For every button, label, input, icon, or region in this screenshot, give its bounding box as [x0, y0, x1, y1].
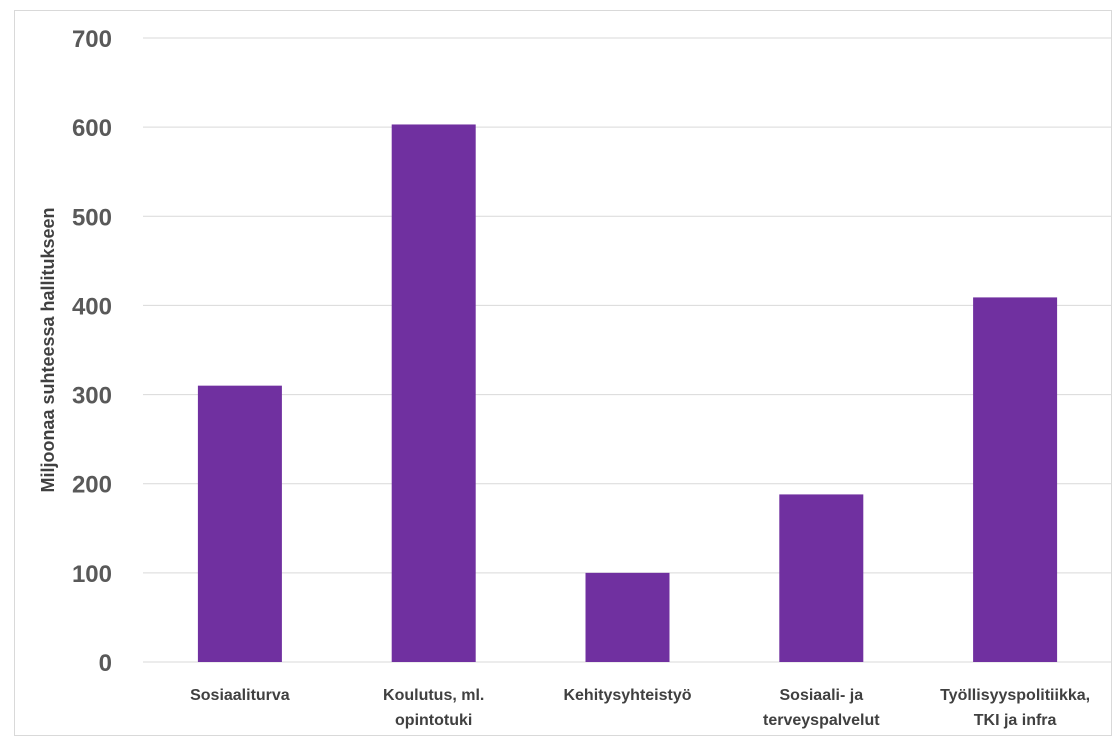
bar: [973, 297, 1058, 662]
y-tick-label: 300: [72, 383, 112, 410]
bars: [197, 124, 1058, 663]
y-tick-label: 700: [72, 26, 112, 53]
chart-frame: [14, 10, 1112, 736]
x-category-label: Koulutus, ml. opintotuki: [383, 687, 484, 729]
y-tick-label: 0: [99, 650, 112, 677]
y-tick-label: 100: [72, 561, 112, 588]
bar: [779, 494, 864, 662]
y-tick-label: 200: [72, 472, 112, 499]
bar: [391, 124, 476, 663]
bar: [197, 385, 282, 662]
y-tick-label: 600: [72, 115, 112, 142]
y-tick-label: 400: [72, 293, 112, 320]
gridlines: [143, 37, 1112, 663]
y-tick-labels: 0 100 200 300 400 500 600 700: [72, 26, 112, 677]
y-axis-label: Miljoonaa suhteessa hallitukseen: [38, 207, 58, 492]
x-category-label: Työllisyyspolitiikka, TKI ja infra: [940, 687, 1090, 729]
bar: [585, 572, 670, 662]
x-category-label: Sosiaali- ja terveyspalvelut: [763, 687, 880, 729]
x-category-label: Kehitysyhteistyö: [563, 687, 691, 704]
x-category-label: Sosiaaliturva: [190, 687, 290, 704]
y-tick-label: 500: [72, 204, 112, 231]
x-category-labels: Sosiaaliturva Koulutus, ml. opintotuki Kehi…: [190, 687, 1090, 729]
